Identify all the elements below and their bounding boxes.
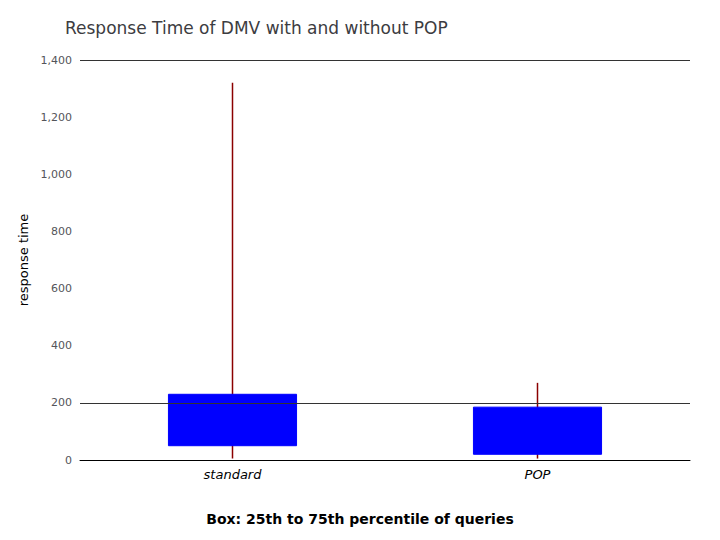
svg-text:0: 0 [65,454,72,467]
svg-text:400: 400 [51,339,72,352]
svg-text:200: 200 [51,396,72,409]
svg-text:800: 800 [51,225,72,238]
svg-text:1,200: 1,200 [41,111,73,124]
svg-text:POP: POP [525,467,551,482]
svg-text:1,400: 1,400 [41,54,73,67]
svg-text:1,000: 1,000 [41,168,73,181]
svg-text:Response Time of DMV with and: Response Time of DMV with and without PO… [65,18,448,38]
svg-text:Box: 25th to 75th percentile o: Box: 25th to 75th percentile of queries [206,511,513,527]
svg-text:600: 600 [51,282,72,295]
svg-text:standard: standard [204,467,263,482]
svg-text:response time: response time [16,214,31,307]
